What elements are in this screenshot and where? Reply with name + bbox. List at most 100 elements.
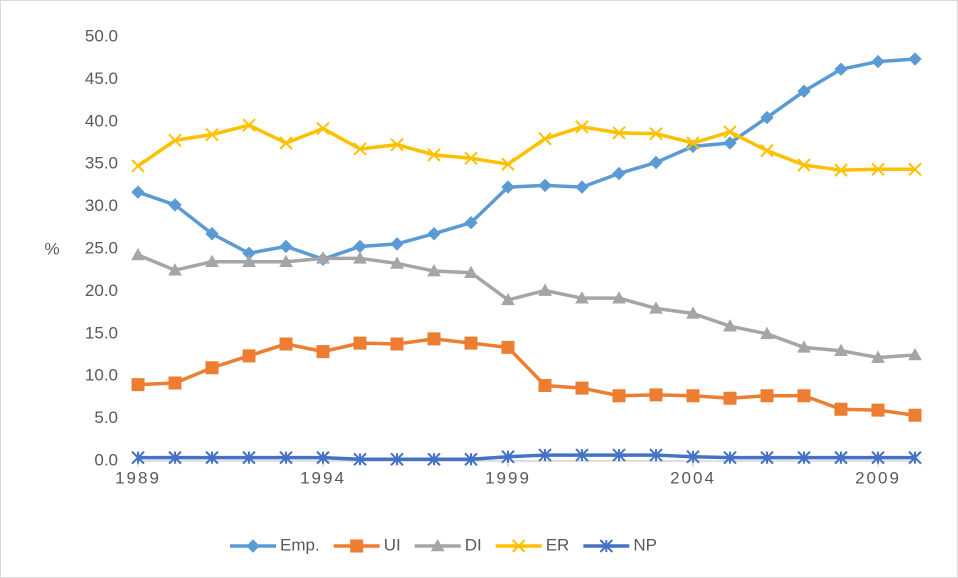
data-point: [205, 361, 219, 375]
series-line: [137, 123, 915, 172]
data-point: [501, 292, 515, 306]
data-point: [575, 291, 589, 304]
x-tick-label: 1989: [115, 468, 161, 487]
data-point: [871, 450, 885, 465]
data-point: [834, 402, 848, 416]
data-point: [168, 450, 182, 465]
data-point: [797, 340, 811, 353]
data-point: [649, 301, 663, 314]
data-point: [649, 155, 663, 170]
data-point: [538, 283, 552, 296]
data-point: [538, 132, 552, 146]
data-point: [390, 137, 404, 152]
data-point: [538, 379, 552, 393]
data-point: [797, 84, 811, 98]
data-point: [723, 125, 737, 139]
data-point: [686, 306, 700, 319]
legend-label: Emp.: [280, 535, 320, 554]
data-point: [242, 450, 256, 465]
data-point: [612, 389, 626, 403]
legend-marker: [350, 539, 364, 553]
data-point: [760, 110, 774, 125]
data-point: [760, 450, 774, 465]
data-point: [501, 157, 515, 171]
data-point: [686, 389, 700, 403]
data-point: [871, 350, 885, 363]
y-tick-label: 40.0: [85, 111, 118, 130]
data-point: [908, 347, 922, 361]
data-point: [353, 336, 367, 350]
y-tick-label: 15.0: [85, 323, 118, 342]
data-point: [427, 148, 441, 162]
data-point: [908, 162, 922, 176]
data-point: [834, 62, 848, 76]
data-point: [908, 408, 922, 422]
series-line: [137, 57, 916, 262]
data-point: [723, 450, 737, 465]
data-point: [797, 158, 811, 172]
data-point: [316, 345, 330, 359]
data-point: [575, 448, 589, 462]
data-point: [131, 450, 145, 465]
data-point: [871, 54, 885, 69]
data-point: [686, 450, 700, 464]
data-point: [760, 326, 774, 340]
data-point: [575, 381, 589, 395]
data-point: [168, 376, 182, 390]
data-point: [205, 254, 219, 268]
data-point: [279, 337, 293, 351]
y-tick-label: 45.0: [85, 69, 118, 88]
data-point: [168, 198, 182, 212]
data-point: [427, 227, 441, 241]
x-tick-label: 2004: [670, 468, 716, 487]
y-tick-label: 50.0: [85, 26, 118, 45]
data-point: [390, 237, 404, 251]
legend-item: Emp.: [230, 535, 320, 554]
data-point: [205, 127, 219, 142]
legend-marker: [246, 539, 260, 553]
data-point: [279, 239, 293, 254]
data-point: [131, 159, 145, 173]
data-point: [168, 133, 182, 148]
legend-marker: [599, 539, 614, 553]
data-point: [612, 448, 626, 462]
data-point: [797, 389, 811, 403]
data-point: [723, 319, 737, 332]
data-point: [242, 254, 256, 268]
data-point: [242, 349, 256, 363]
y-tick-label: 30.0: [85, 196, 118, 215]
data-point: [908, 450, 922, 465]
data-point: [723, 136, 737, 150]
legend-label: UI: [384, 535, 401, 554]
data-point: [501, 340, 515, 354]
data-point: [390, 337, 404, 351]
data-point: [464, 265, 478, 279]
data-point: [279, 254, 293, 268]
data-point: [649, 126, 663, 141]
data-point: [390, 256, 404, 269]
data-point: [686, 136, 700, 150]
data-point: [131, 185, 145, 199]
data-point: [871, 403, 885, 417]
legend-label: ER: [546, 535, 570, 554]
data-point: [612, 291, 626, 304]
data-point: [316, 450, 330, 465]
data-point: [464, 452, 478, 467]
x-tick-label: 2009: [855, 468, 901, 487]
x-tick-label: 1999: [485, 468, 531, 487]
data-point: [353, 142, 367, 156]
data-point: [316, 121, 330, 136]
data-point: [871, 162, 885, 176]
legend-item: UI: [333, 535, 401, 554]
data-point: [353, 251, 367, 264]
legend-label: DI: [465, 535, 482, 554]
data-point: [649, 448, 663, 462]
data-point: [205, 450, 219, 465]
legend-item: ER: [495, 535, 570, 554]
data-point: [427, 452, 441, 467]
data-point: [575, 180, 589, 194]
y-axis-label: %: [44, 239, 59, 258]
data-point: [501, 180, 515, 194]
